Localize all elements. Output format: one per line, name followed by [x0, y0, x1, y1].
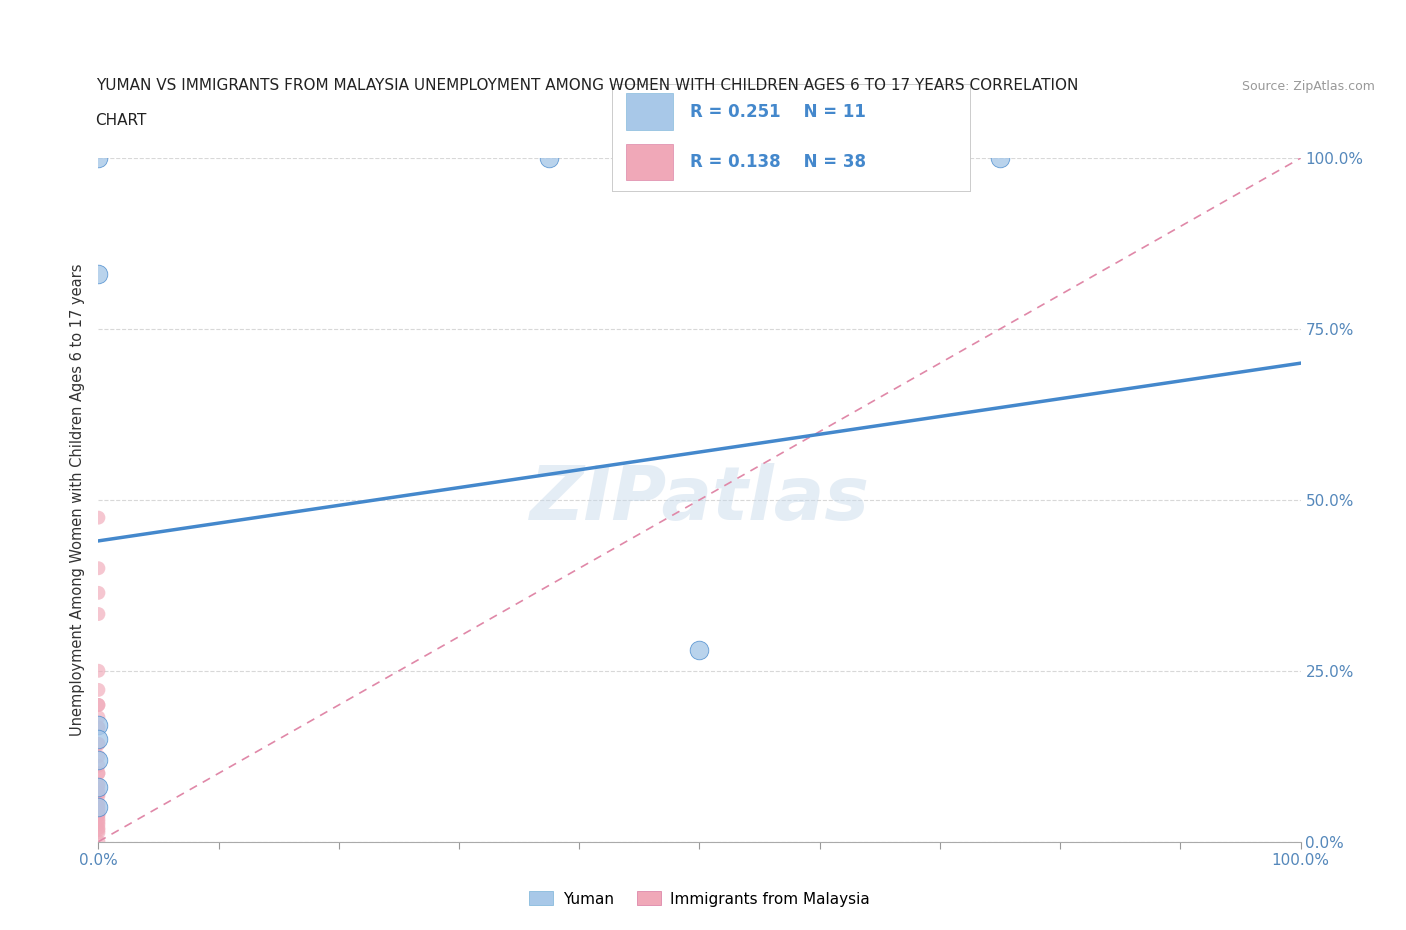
Point — [87, 796, 110, 811]
Point — [87, 710, 110, 724]
Point — [87, 777, 110, 792]
Point — [87, 749, 110, 764]
Point — [87, 267, 110, 282]
Point — [87, 585, 110, 600]
Point — [988, 151, 1011, 166]
Text: Source: ZipAtlas.com: Source: ZipAtlas.com — [1241, 80, 1375, 93]
Y-axis label: Unemployment Among Women with Children Ages 6 to 17 years: Unemployment Among Women with Children A… — [69, 263, 84, 737]
FancyBboxPatch shape — [626, 93, 672, 129]
Point — [87, 825, 110, 840]
Point — [87, 817, 110, 832]
Point — [87, 807, 110, 822]
Point — [87, 698, 110, 712]
Legend: Yuman, Immigrants from Malaysia: Yuman, Immigrants from Malaysia — [523, 885, 876, 912]
Text: CHART: CHART — [96, 113, 148, 128]
Point — [87, 732, 110, 747]
FancyBboxPatch shape — [626, 143, 672, 180]
Point — [688, 151, 710, 166]
Text: R = 0.251    N = 11: R = 0.251 N = 11 — [690, 102, 866, 121]
Point — [87, 561, 110, 576]
Point — [87, 779, 110, 794]
Point — [87, 808, 110, 823]
Text: ZIPatlas: ZIPatlas — [530, 463, 869, 537]
Point — [87, 752, 110, 767]
Point — [87, 786, 110, 801]
Point — [87, 720, 110, 735]
Point — [87, 789, 110, 804]
Point — [87, 720, 110, 735]
Point — [87, 805, 110, 820]
Point — [87, 766, 110, 781]
Point — [87, 815, 110, 830]
Point — [87, 820, 110, 835]
Point — [87, 777, 110, 792]
Point — [688, 643, 710, 658]
Point — [87, 800, 110, 815]
Point — [87, 718, 110, 733]
Point — [87, 802, 110, 817]
Point — [87, 798, 110, 813]
Point — [87, 804, 110, 818]
Point — [87, 663, 110, 678]
Point — [87, 800, 110, 815]
Point — [538, 151, 561, 166]
Point — [87, 823, 110, 838]
Point — [87, 781, 110, 796]
Text: R = 0.138    N = 38: R = 0.138 N = 38 — [690, 153, 866, 171]
Point — [87, 812, 110, 827]
Point — [87, 834, 110, 849]
Point — [87, 683, 110, 698]
Point — [87, 766, 110, 781]
Text: YUMAN VS IMMIGRANTS FROM MALAYSIA UNEMPLOYMENT AMONG WOMEN WITH CHILDREN AGES 6 : YUMAN VS IMMIGRANTS FROM MALAYSIA UNEMPL… — [96, 78, 1078, 93]
Point — [87, 511, 110, 525]
Point — [87, 758, 110, 773]
Point — [87, 737, 110, 751]
Point — [87, 606, 110, 621]
Point — [87, 786, 110, 801]
Point — [87, 151, 110, 166]
Point — [87, 737, 110, 751]
Point — [87, 698, 110, 712]
